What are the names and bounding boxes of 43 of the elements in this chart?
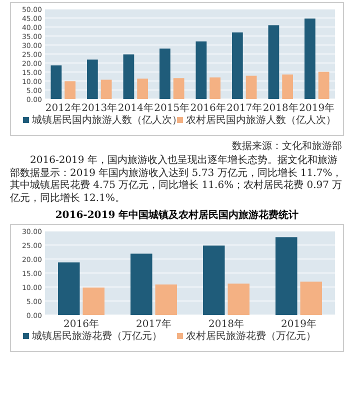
bar [100, 80, 112, 99]
bar [123, 54, 134, 99]
x-tick-label: 2018年 [208, 318, 244, 330]
legend-label: 城镇居民国内旅游人数（亿人次） [31, 114, 182, 126]
x-tick-label: 2016年 [64, 318, 99, 330]
bar [130, 254, 152, 315]
x-tick-label: 2019年 [299, 102, 335, 114]
x-tick-label: 2013年 [82, 102, 118, 114]
bar [87, 60, 98, 99]
bar [268, 25, 280, 99]
x-tick-label: 2019年 [281, 318, 316, 330]
x-tick-label: 2017年 [136, 318, 172, 330]
legend-label: 农村居民旅游花费（万亿元） [186, 330, 316, 342]
bar [50, 65, 62, 99]
bar [304, 18, 316, 99]
bar [246, 76, 257, 99]
bar [82, 288, 104, 315]
bar [160, 48, 170, 99]
bar [173, 78, 184, 99]
bar [210, 77, 220, 99]
text: 2016-2019 年，国内旅游收入也呈现出逐年增长态势。据文化和旅游部数据显示：2019 年国内旅游收入达到 5.73 万亿元，同比增长 11.7%，其中城镇居民花费 4.75 万亿元，同比增长 11.6%；农村居民花费 0.97 万亿元，同比增长 12.1%。 [10, 155, 344, 205]
x-tick-label: 2014年 [118, 102, 154, 114]
bar [196, 41, 207, 99]
legend-label: 城镇居民旅游花费（万亿元） [31, 330, 162, 342]
bar [64, 81, 76, 99]
bar [282, 74, 293, 99]
x-tick-label: 2012年 [45, 102, 81, 114]
bar [276, 237, 298, 315]
chart-title: 2016-2019 年中国城镇及农村居民国内旅游花费统计 [54, 208, 300, 222]
x-tick-label: 2015年 [154, 102, 190, 114]
bar [58, 262, 80, 315]
bar [155, 284, 177, 315]
bar [318, 72, 330, 99]
legend-label: 农村居民国内旅游人数（亿人次） [186, 114, 336, 126]
x-tick-label: 2016年 [190, 102, 226, 114]
bar [232, 32, 243, 99]
x-tick-label: 2017年 [226, 102, 262, 114]
bar [228, 284, 250, 315]
bar [137, 78, 148, 99]
source-note: 数据来源：文化和旅游部 [231, 140, 342, 153]
x-tick-label: 2018年 [262, 102, 298, 114]
bar [300, 282, 322, 315]
bar [203, 246, 225, 315]
